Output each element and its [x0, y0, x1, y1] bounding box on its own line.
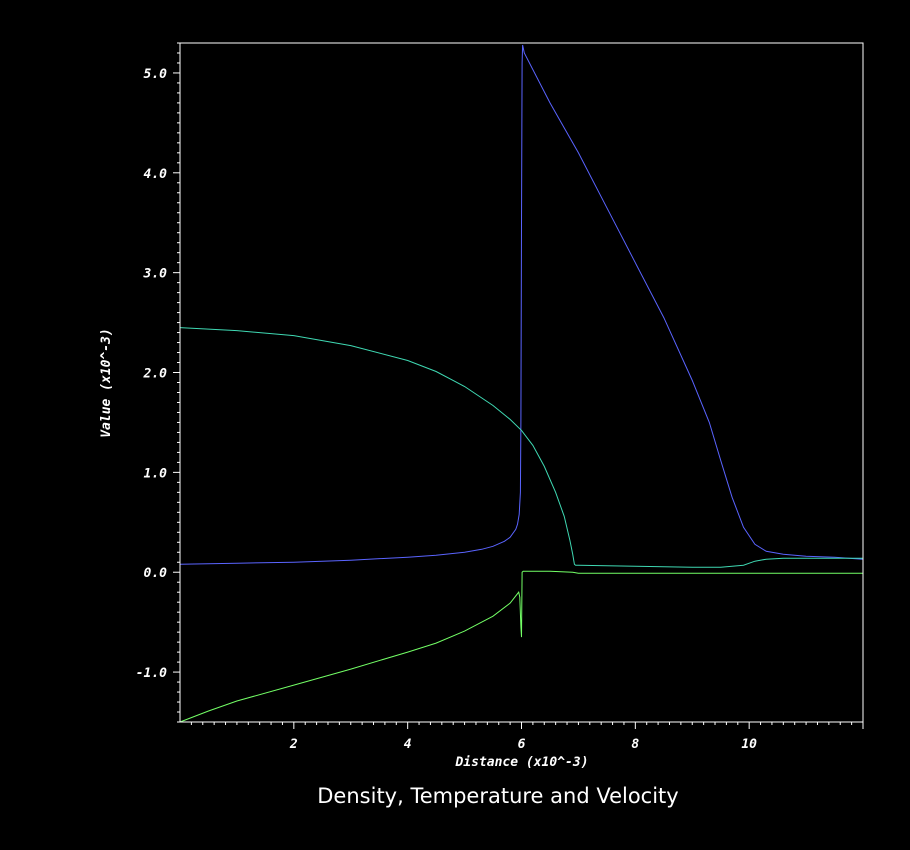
y-tick-label: -1.0 — [136, 666, 167, 681]
y-tick-label: 3.0 — [143, 267, 168, 282]
series-line-1 — [179, 44, 864, 565]
x-tick-label: 6 — [518, 737, 526, 752]
x-tick-label: 4 — [404, 737, 412, 752]
minor-ticks — [173, 42, 864, 729]
y-tick-label: 2.0 — [143, 367, 168, 382]
y-tick-label: 1.0 — [144, 466, 168, 481]
series-line-2 — [179, 327, 863, 568]
chart-title: Density, Temperature and Velocity — [317, 784, 678, 808]
series-group — [179, 44, 864, 723]
x-tick-label: 10 — [741, 737, 757, 752]
y-axis-label: Value (x10^-3) — [99, 328, 114, 438]
y-tick-label: 5.0 — [144, 67, 168, 82]
x-tick-label: 8 — [631, 737, 639, 752]
series-line-3 — [179, 570, 863, 723]
x-tick-label: 2 — [289, 737, 298, 752]
x-axis-label: Distance (x10^-3) — [454, 755, 588, 770]
y-tick-labels: -1.0 0.0 1.0 2.0 3.0 4.0 5.0 — [136, 67, 167, 681]
y-tick-label: 4.0 — [144, 167, 168, 182]
y-tick-label: 0.0 — [144, 566, 168, 581]
x-tick-labels: 2 4 6 8 10 — [289, 737, 757, 752]
